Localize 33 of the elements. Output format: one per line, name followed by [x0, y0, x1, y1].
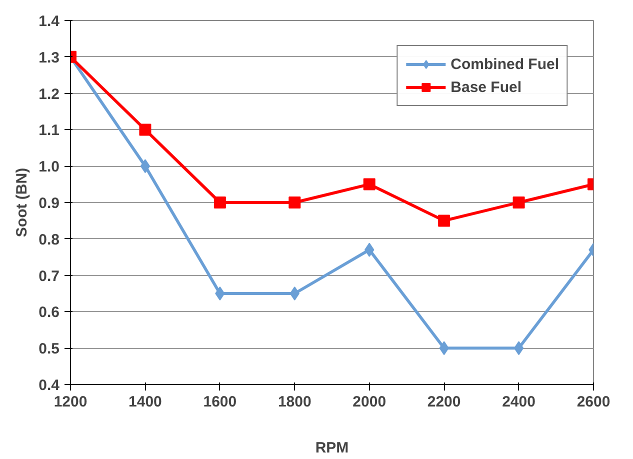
x-tick-label: 2600: [576, 394, 610, 410]
legend-label: Combined Fuel: [450, 56, 559, 72]
point: [438, 214, 450, 227]
x-tick-label: 1600: [203, 394, 237, 410]
y-tick-label: 0.5: [38, 340, 60, 358]
point: [214, 196, 226, 208]
point: [363, 178, 376, 190]
x-axis-title: RPM: [315, 440, 349, 456]
point: [512, 196, 525, 208]
x-tick-label: 2000: [352, 394, 386, 410]
x-tick-label: 2200: [427, 394, 461, 410]
y-tick-label: 0.6: [38, 304, 60, 322]
legend-label: Base Fuel: [450, 78, 522, 96]
point: [288, 196, 301, 208]
y-tick-label: 0.8: [38, 231, 60, 248]
point: [290, 286, 300, 300]
point: [140, 159, 150, 174]
x-tick-label: 1800: [278, 394, 312, 410]
x-tick-label: 2400: [502, 394, 536, 410]
y-tick-label: 1.4: [38, 13, 60, 30]
y-tick-label: 0.9: [38, 195, 60, 212]
y-tick-label: 1.2: [38, 86, 60, 103]
y-tick-label: 1.3: [38, 49, 60, 66]
y-tick-label: 0.7: [38, 268, 60, 285]
x-tick-label: 1400: [128, 394, 162, 410]
x-tick-label: 1200: [54, 394, 88, 410]
y-tick-label: 0.4: [38, 377, 60, 394]
point: [139, 124, 152, 136]
point: [215, 286, 225, 300]
y-tick-label: 1.0: [38, 158, 60, 176]
y-tick-label: 1.1: [38, 122, 60, 140]
point: [514, 341, 524, 356]
y-axis-title: Soot (BN): [14, 168, 31, 238]
